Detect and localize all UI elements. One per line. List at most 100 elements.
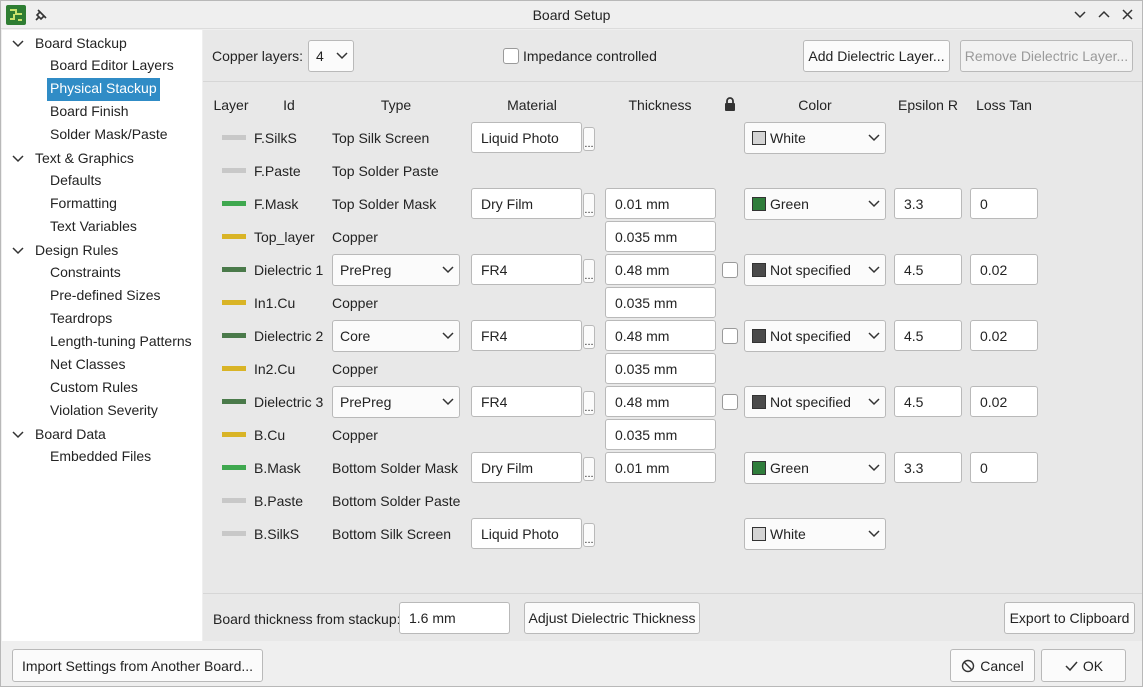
button[interactable]: Remove Dielectric Layer... bbox=[960, 40, 1133, 72]
material-input[interactable]: FR4 bbox=[471, 254, 582, 285]
browse-button[interactable]: ... bbox=[583, 127, 595, 151]
tree-item-text: Solder Mask/Paste bbox=[50, 126, 168, 142]
browse-button[interactable]: ... bbox=[583, 523, 595, 547]
chevron bbox=[868, 332, 880, 340]
browse-button-text: ... bbox=[584, 534, 594, 546]
lock-checkbox[interactable] bbox=[722, 394, 738, 410]
checkbox[interactable] bbox=[503, 48, 519, 64]
tree-group-label[interactable]: Design Rules bbox=[35, 242, 118, 258]
layer-id-text: Top_layer bbox=[254, 229, 315, 245]
color-select[interactable]: Not specified bbox=[744, 386, 886, 418]
copper-layers-select[interactable]: 4 bbox=[308, 40, 354, 72]
tree-item-text: Net Classes bbox=[50, 356, 126, 372]
material-input-text: Dry Film bbox=[481, 459, 534, 476]
material-input[interactable]: Dry Film bbox=[471, 188, 582, 219]
loss-tan-input[interactable]: 0.02 bbox=[970, 386, 1038, 417]
lock-checkbox[interactable] bbox=[722, 328, 738, 344]
loss-tan-input[interactable]: 0 bbox=[970, 452, 1038, 483]
material-input[interactable]: Liquid Photo bbox=[471, 122, 582, 153]
browse-button[interactable]: ... bbox=[583, 325, 595, 349]
label[interactable]: Impedance controlled bbox=[523, 48, 657, 64]
tree-group-label[interactable]: Board Data bbox=[35, 426, 106, 442]
tree-group[interactable] bbox=[11, 425, 201, 445]
thickness-input[interactable]: 0.035 mm bbox=[605, 221, 716, 252]
loss-tan-input[interactable]: 0.02 bbox=[970, 254, 1038, 285]
thickness-input[interactable]: 0.035 mm bbox=[605, 419, 716, 450]
tree-item[interactable]: Constraints bbox=[47, 262, 124, 285]
layer-id: In2.Cu bbox=[254, 361, 295, 377]
epsilon-input[interactable]: 3.3 bbox=[894, 188, 962, 219]
color-select[interactable]: Not specified bbox=[744, 320, 886, 352]
loss-tan-input[interactable]: 0 bbox=[970, 188, 1038, 219]
material-input[interactable]: FR4 bbox=[471, 386, 582, 417]
tree-item[interactable]: Board Editor Layers bbox=[47, 55, 177, 78]
type-select[interactable]: PrePreg bbox=[332, 386, 460, 418]
layer-swatch bbox=[222, 135, 246, 140]
epsilon-input[interactable]: 4.5 bbox=[894, 386, 962, 417]
label-text: Impedance controlled bbox=[523, 48, 657, 64]
epsilon-input[interactable]: 4.5 bbox=[894, 320, 962, 351]
button[interactable]: Import Settings from Another Board... bbox=[12, 649, 263, 682]
column-header: Color bbox=[755, 97, 875, 113]
color-select[interactable]: White bbox=[744, 518, 886, 550]
tree-group[interactable] bbox=[11, 241, 201, 261]
thickness-input[interactable]: 0.035 mm bbox=[605, 287, 716, 318]
layer-swatch bbox=[222, 531, 246, 536]
board-thickness-input[interactable]: 1.6 mm bbox=[399, 602, 510, 634]
button[interactable]: Add Dielectric Layer... bbox=[803, 40, 950, 72]
tree-group[interactable] bbox=[11, 149, 201, 169]
button[interactable]: Cancel bbox=[950, 649, 1035, 682]
chevron bbox=[442, 266, 454, 274]
color-text: White bbox=[770, 130, 806, 146]
material-input[interactable]: Dry Film bbox=[471, 452, 582, 483]
tree-item[interactable]: Net Classes bbox=[47, 354, 128, 377]
tree-group[interactable] bbox=[11, 34, 201, 54]
tree-item[interactable]: Board Finish bbox=[47, 101, 132, 124]
tree-item[interactable]: Solder Mask/Paste bbox=[47, 124, 171, 147]
browse-button[interactable]: ... bbox=[583, 457, 595, 481]
color-text: Green bbox=[770, 460, 809, 476]
thickness-input[interactable]: 0.01 mm bbox=[605, 188, 716, 219]
thickness-input[interactable]: 0.48 mm bbox=[605, 254, 716, 285]
tree-item[interactable]: Custom Rules bbox=[47, 377, 141, 400]
button[interactable]: OK bbox=[1041, 649, 1126, 682]
browse-button[interactable]: ... bbox=[583, 193, 595, 217]
tree-item[interactable]: Pre-defined Sizes bbox=[47, 285, 164, 308]
tree-item[interactable]: Text Variables bbox=[47, 216, 140, 239]
color-select[interactable]: White bbox=[744, 122, 886, 154]
thickness-input[interactable]: 0.01 mm bbox=[605, 452, 716, 483]
color-select[interactable]: Not specified bbox=[744, 254, 886, 286]
tree-item[interactable]: Length-tuning Patterns bbox=[47, 331, 195, 354]
tree-group-label[interactable]: Board Stackup bbox=[35, 35, 127, 51]
layer-id-text: F.Paste bbox=[254, 163, 301, 179]
thickness-input[interactable]: 0.035 mm bbox=[605, 353, 716, 384]
loss-tan-input[interactable]: 0.02 bbox=[970, 320, 1038, 351]
tree-group-label[interactable]: Text & Graphics bbox=[35, 150, 134, 166]
tree-item[interactable]: Teardrops bbox=[47, 308, 115, 331]
window-controls[interactable] bbox=[1071, 7, 1137, 23]
color-select[interactable]: Green bbox=[744, 188, 886, 220]
tree-item[interactable]: Violation Severity bbox=[47, 400, 161, 423]
button[interactable]: Adjust Dielectric Thickness bbox=[524, 602, 700, 634]
epsilon-input[interactable]: 4.5 bbox=[894, 254, 962, 285]
pin-icon[interactable] bbox=[34, 8, 48, 22]
color-swatch bbox=[752, 131, 766, 145]
lock-checkbox[interactable] bbox=[722, 262, 738, 278]
material-input[interactable]: Liquid Photo bbox=[471, 518, 582, 549]
tree-item[interactable]: Defaults bbox=[47, 170, 104, 193]
material-input[interactable]: FR4 bbox=[471, 320, 582, 351]
epsilon-input[interactable]: 3.3 bbox=[894, 452, 962, 483]
browse-button[interactable]: ... bbox=[583, 391, 595, 415]
type-select[interactable]: PrePreg bbox=[332, 254, 460, 286]
thickness-input[interactable]: 0.48 mm bbox=[605, 386, 716, 417]
sidebar bbox=[2, 30, 202, 641]
type-select[interactable]: Core bbox=[332, 320, 460, 352]
browse-button[interactable]: ... bbox=[583, 259, 595, 283]
tree-item[interactable]: Embedded Files bbox=[47, 446, 154, 469]
epsilon-input-text: 4.5 bbox=[904, 327, 924, 344]
tree-item[interactable]: Physical Stackup bbox=[47, 78, 160, 101]
tree-item[interactable]: Formatting bbox=[47, 193, 120, 216]
button[interactable]: Export to Clipboard bbox=[1004, 602, 1135, 634]
color-select[interactable]: Green bbox=[744, 452, 886, 484]
thickness-input[interactable]: 0.48 mm bbox=[605, 320, 716, 351]
